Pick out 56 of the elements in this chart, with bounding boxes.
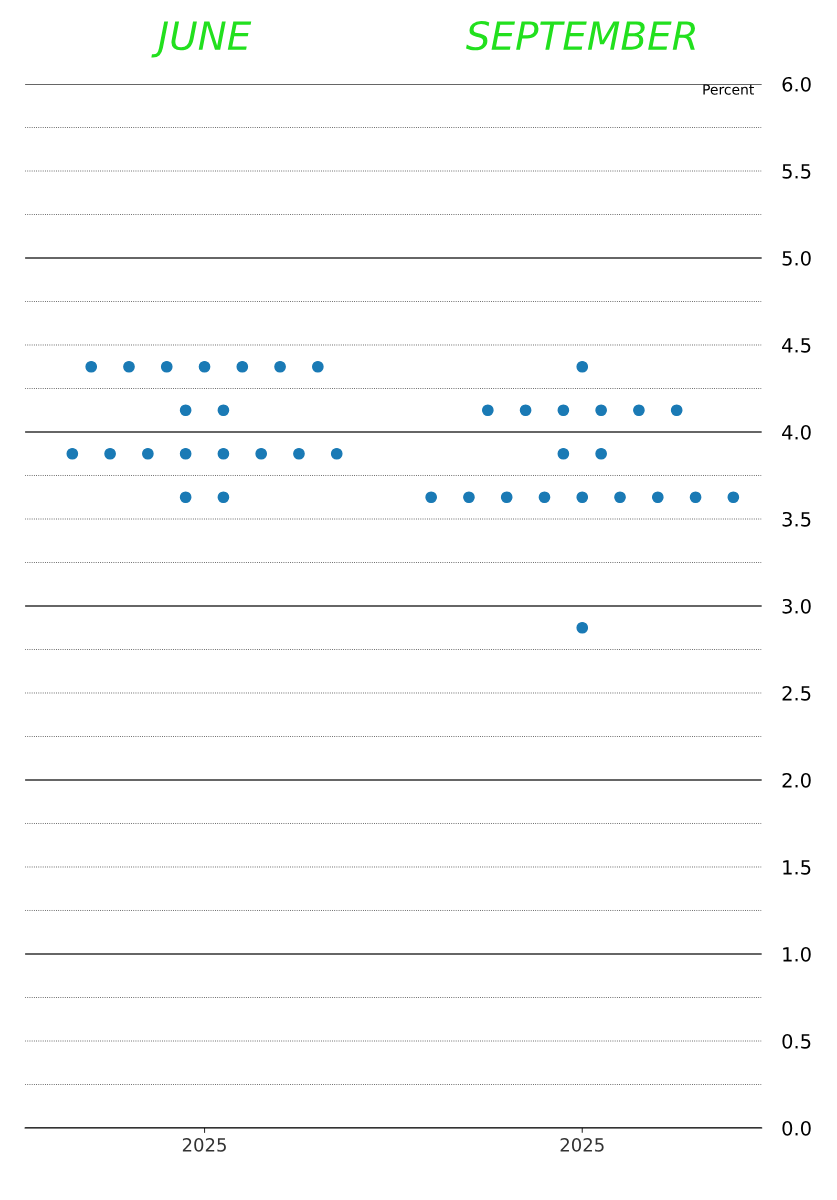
- y-tick-label: 1.0: [783, 946, 811, 962]
- y-tick-label: 2.0: [782, 772, 811, 788]
- point: [66, 447, 79, 460]
- point: [217, 404, 230, 417]
- y-tick-label: 5.0: [782, 250, 811, 266]
- point: [179, 447, 192, 460]
- point: [312, 360, 324, 373]
- point: [670, 404, 683, 417]
- point: [85, 360, 98, 373]
- y-tick-label: 4.5: [782, 338, 811, 353]
- point: [123, 360, 135, 373]
- point: [576, 360, 589, 373]
- y-tick-label: 1.5: [783, 860, 811, 875]
- point: [160, 360, 173, 373]
- point: [293, 447, 305, 460]
- point: [274, 360, 286, 373]
- y-tick-label: 3.0: [782, 598, 811, 614]
- x-tick-label: 2025: [560, 1138, 604, 1152]
- point: [576, 491, 589, 504]
- point: [500, 491, 513, 504]
- point: [142, 447, 154, 460]
- point: [595, 447, 607, 460]
- y-tick-label: 6.0: [782, 76, 811, 92]
- point: [651, 491, 664, 504]
- y-tick-label: 2.5: [782, 685, 811, 701]
- point: [104, 447, 116, 460]
- point: [481, 404, 494, 417]
- point: [633, 404, 645, 417]
- point: [217, 491, 230, 504]
- point: [198, 360, 211, 373]
- point: [557, 447, 570, 460]
- y-tick-label: 0.0: [782, 1120, 811, 1136]
- point: [179, 491, 192, 504]
- y-tick-label: 4.0: [782, 424, 811, 440]
- point: [689, 491, 702, 504]
- point: [425, 491, 438, 504]
- point: [463, 491, 475, 504]
- point: [217, 447, 230, 460]
- y-axis-title: Percent: [703, 84, 754, 95]
- x-tick-label: 2025: [182, 1138, 226, 1152]
- point: [727, 491, 740, 504]
- point: [519, 404, 532, 417]
- y-tick-label: 3.5: [782, 511, 811, 527]
- point: [179, 404, 192, 417]
- y-tick-label: 5.5: [782, 164, 811, 179]
- point: [595, 404, 607, 417]
- point: [330, 447, 343, 460]
- point: [538, 491, 551, 504]
- point: [576, 621, 589, 634]
- point: [236, 360, 249, 373]
- text: SEPTEMBER: [466, 20, 695, 51]
- point: [614, 491, 626, 504]
- y-tick-label: 0.5: [782, 1033, 811, 1049]
- point: [255, 447, 268, 460]
- text: JUNE: [151, 21, 252, 58]
- point: [557, 404, 570, 417]
